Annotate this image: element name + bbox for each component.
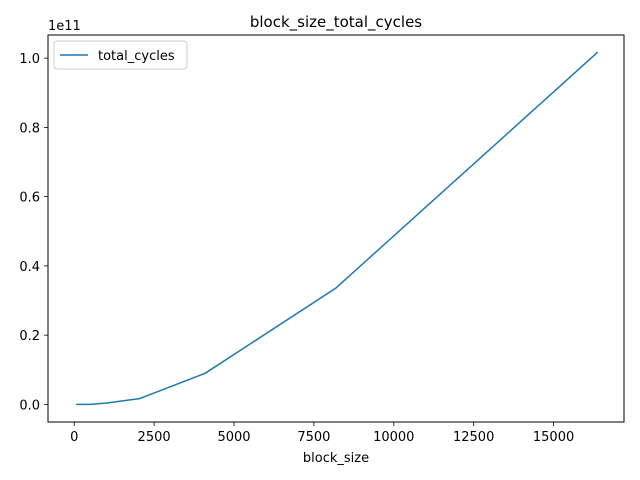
legend: total_cycles [53,40,188,70]
x-tick-label: 2500 [138,430,171,445]
y-tick-label: 0.8 [19,121,40,136]
axes-frame [47,34,625,423]
y-tick-label: 0.0 [19,398,40,413]
y-offset-text: 1e11 [48,19,81,34]
y-tick-label: 0.4 [19,260,40,275]
series-line-total_cycles [76,51,599,406]
legend-label: total_cycles [98,49,175,64]
x-axis-label: block_size [303,451,369,466]
x-tick-label: 7500 [297,430,330,445]
y-tick-label: 0.2 [19,329,40,344]
y-tick-label: 1.0 [19,52,40,67]
x-tick-label: 5000 [217,430,250,445]
x-tick-label: 15000 [533,430,574,445]
y-tick-label: 0.6 [19,191,40,206]
chart-title: block_size_total_cycles [250,13,422,32]
x-tick-label: 12500 [453,430,494,445]
x-tick-label: 10000 [373,430,414,445]
plot-area: 0 2500 5000 7500 10000 12500 15000 0.0 0.2 0.4 0.6… [19,51,599,445]
legend-box [53,40,188,70]
x-tick-label: 0 [70,430,78,445]
